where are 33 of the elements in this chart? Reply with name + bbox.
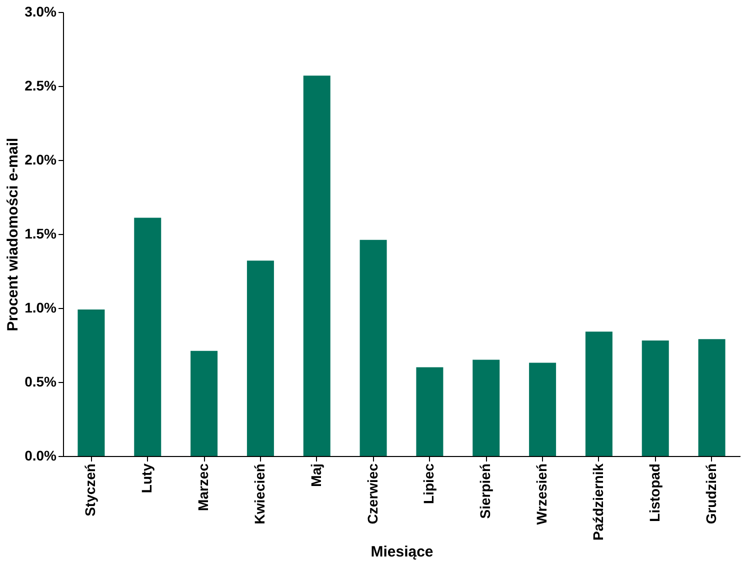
bar bbox=[78, 309, 105, 456]
y-tick-label: 0.5% bbox=[24, 374, 58, 390]
y-tick-label: 3.0% bbox=[24, 4, 58, 20]
bar bbox=[134, 218, 162, 456]
bar bbox=[190, 350, 218, 456]
bar bbox=[246, 260, 274, 456]
bar bbox=[303, 76, 330, 456]
y-axis-title: Procent wiadomości e-mail bbox=[4, 138, 22, 332]
x-tick-label: Marzec bbox=[195, 463, 212, 511]
bar bbox=[360, 240, 387, 456]
bar bbox=[642, 340, 669, 456]
bar bbox=[416, 367, 444, 456]
y-tick-label: 1.5% bbox=[24, 226, 58, 242]
x-tick-label: Maj bbox=[308, 464, 324, 487]
y-tick-label: 0.0% bbox=[24, 448, 58, 464]
y-tick-label: 2.0% bbox=[24, 152, 58, 168]
x-tick-label: Luty bbox=[138, 463, 155, 494]
bar bbox=[529, 362, 556, 456]
x-tick-label: Czerwiec bbox=[364, 463, 380, 524]
x-tick-label: Listopad bbox=[646, 464, 662, 522]
x-tick-label: Kwiecień bbox=[251, 464, 268, 524]
x-tick-label: Lipiec bbox=[420, 463, 437, 504]
x-tick-label: Grudzień bbox=[702, 464, 719, 524]
bar bbox=[472, 360, 500, 456]
x-axis-title: Miesiące bbox=[370, 544, 434, 561]
x-tick-label: Wrzesień bbox=[534, 464, 550, 525]
y-tick-label: 2.5% bbox=[24, 78, 58, 94]
y-tick-label: 1.0% bbox=[24, 300, 58, 316]
x-tick-label: Październik bbox=[590, 463, 606, 541]
bar bbox=[698, 339, 726, 456]
x-tick-label: Sierpień bbox=[477, 464, 494, 519]
x-tick-label: Styczeń bbox=[82, 464, 98, 516]
bar bbox=[585, 332, 612, 456]
